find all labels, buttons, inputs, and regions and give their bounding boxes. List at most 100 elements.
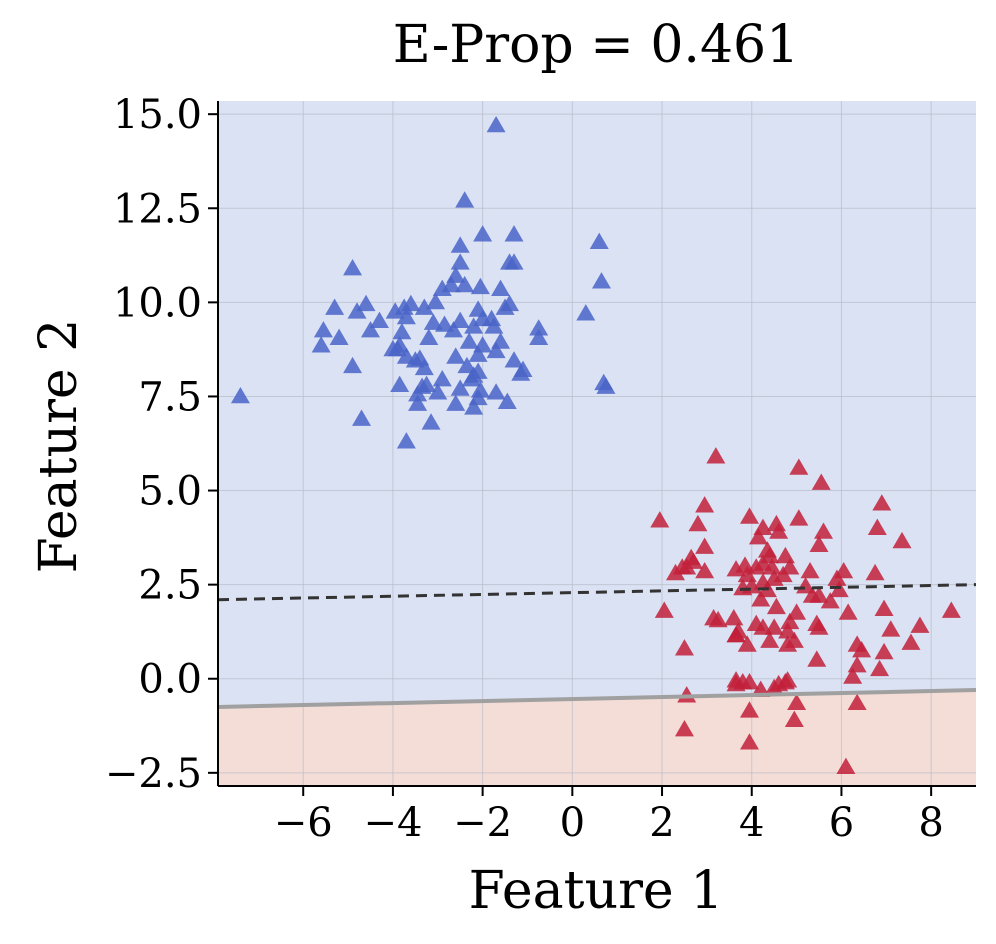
red-cluster-point [870,659,890,677]
blue-cluster-point [347,302,367,319]
blue-cluster-point [529,328,549,345]
blue-cluster-point [311,336,331,353]
x-tick-label: 4 [739,800,764,846]
blue-cluster-point [313,321,333,338]
blue-cluster-point [486,115,506,133]
axes [217,101,976,787]
x-tick-label: 6 [829,800,854,846]
blue-cluster-point [464,398,484,415]
blue-cluster-point [329,328,349,345]
red-cluster-point [843,667,863,684]
red-cluster-point [892,531,912,549]
blue-cluster-point [455,191,475,208]
blue-cluster-point [352,409,372,426]
red-cluster-point [800,561,820,579]
red-cluster-point [836,757,856,775]
blue-cluster-point [343,356,363,374]
blue-cluster-point [450,379,470,396]
blue-cluster-point [390,375,410,393]
blue-cluster-point [450,311,470,329]
red-cluster-point [852,641,872,658]
blue-cluster-point [486,341,506,359]
red-cluster-point [674,720,694,737]
blue-cluster-point [457,356,477,374]
red-cluster-point [695,561,715,579]
blue-cluster-point [497,392,517,409]
red-cluster-point [739,507,759,524]
blue-cluster-point [468,345,488,362]
x-tick-label: 2 [649,800,674,846]
blue-cluster-point [504,351,524,368]
y-axis-label: Feature 2 [29,319,89,574]
red-cluster-point [778,635,798,652]
red-cluster-point [874,599,894,616]
dashed-boundary [218,583,976,602]
x-tick-label: −6 [274,800,333,846]
red-cluster-point [766,597,786,615]
red-cluster-point [650,511,670,528]
blue-cluster-point [473,225,493,242]
blue-cluster-point [356,294,376,312]
y-tick-label: 2.5 [138,563,202,609]
blue-cluster-point [450,253,470,270]
red-cluster-point [874,642,894,660]
blue-cluster-point [419,328,439,345]
red-cluster-point [881,620,901,637]
y-tick-label: 12.5 [113,186,202,232]
red-cluster-point [739,733,759,750]
blue-cluster-point [343,258,363,276]
red-cluster-point [847,693,867,711]
blue-cluster-point [414,358,434,376]
red-cluster-point [838,603,858,620]
blue-cluster-point [414,298,434,315]
red-cluster-point [746,558,766,575]
y-axis-ticks: −2.5 0.0 2.5 5.0 7.5 10.0 12.5 15.0 [105,92,218,797]
blue-region [218,101,976,707]
red-cluster-point [941,601,961,618]
blue-cluster-point [484,317,504,334]
blue-cluster-point [435,315,455,332]
red-cluster-point [787,603,807,620]
blue-cluster-point [450,236,470,253]
blue-cluster-point [392,322,412,340]
red-cluster-point [787,693,807,711]
blue-cluster-point [576,304,596,321]
red-cluster-point [789,458,809,475]
blue-cluster-point [455,275,475,293]
red-cluster-point [829,580,849,598]
blue-cluster-point [426,292,446,310]
red-cluster-point [751,590,771,607]
blue-cluster-point [408,385,428,402]
blue-cluster-point [589,232,609,249]
x-tick-label: −2 [453,800,512,846]
blue-cluster-point [504,225,524,242]
blue-cluster-point [459,332,479,349]
red-cluster-point [807,650,827,667]
x-tick-label: −4 [363,800,422,846]
red-cluster-point [748,528,768,545]
blue-cluster-point [495,298,515,315]
blue-cluster-point [443,321,463,338]
red-cluster-point [901,633,921,650]
blue-cluster-point [529,319,549,336]
x-axis-label: Feature 1 [469,861,724,921]
red-cluster-point [811,473,831,490]
blue-cluster-point [500,253,520,270]
red-cluster-point [789,509,809,526]
red-cluster-point [867,518,887,536]
red-cluster-point [764,678,784,695]
x-tick-label: 8 [918,800,943,846]
red-cluster-point [753,618,773,635]
blue-cluster-point [385,302,405,319]
blue-cluster-point [446,394,466,411]
y-tick-label: 15.0 [113,92,202,138]
blue-cluster-point [461,370,481,387]
red-cluster-point [726,674,746,692]
blue-cluster-point [428,383,448,400]
x-axis-ticks: −6 −4 −2 0 2 4 6 8 [274,786,944,846]
red-cluster-point [762,558,782,575]
red-region [218,690,976,786]
blue-cluster-point [383,339,403,357]
y-tick-label: 7.5 [138,374,202,420]
